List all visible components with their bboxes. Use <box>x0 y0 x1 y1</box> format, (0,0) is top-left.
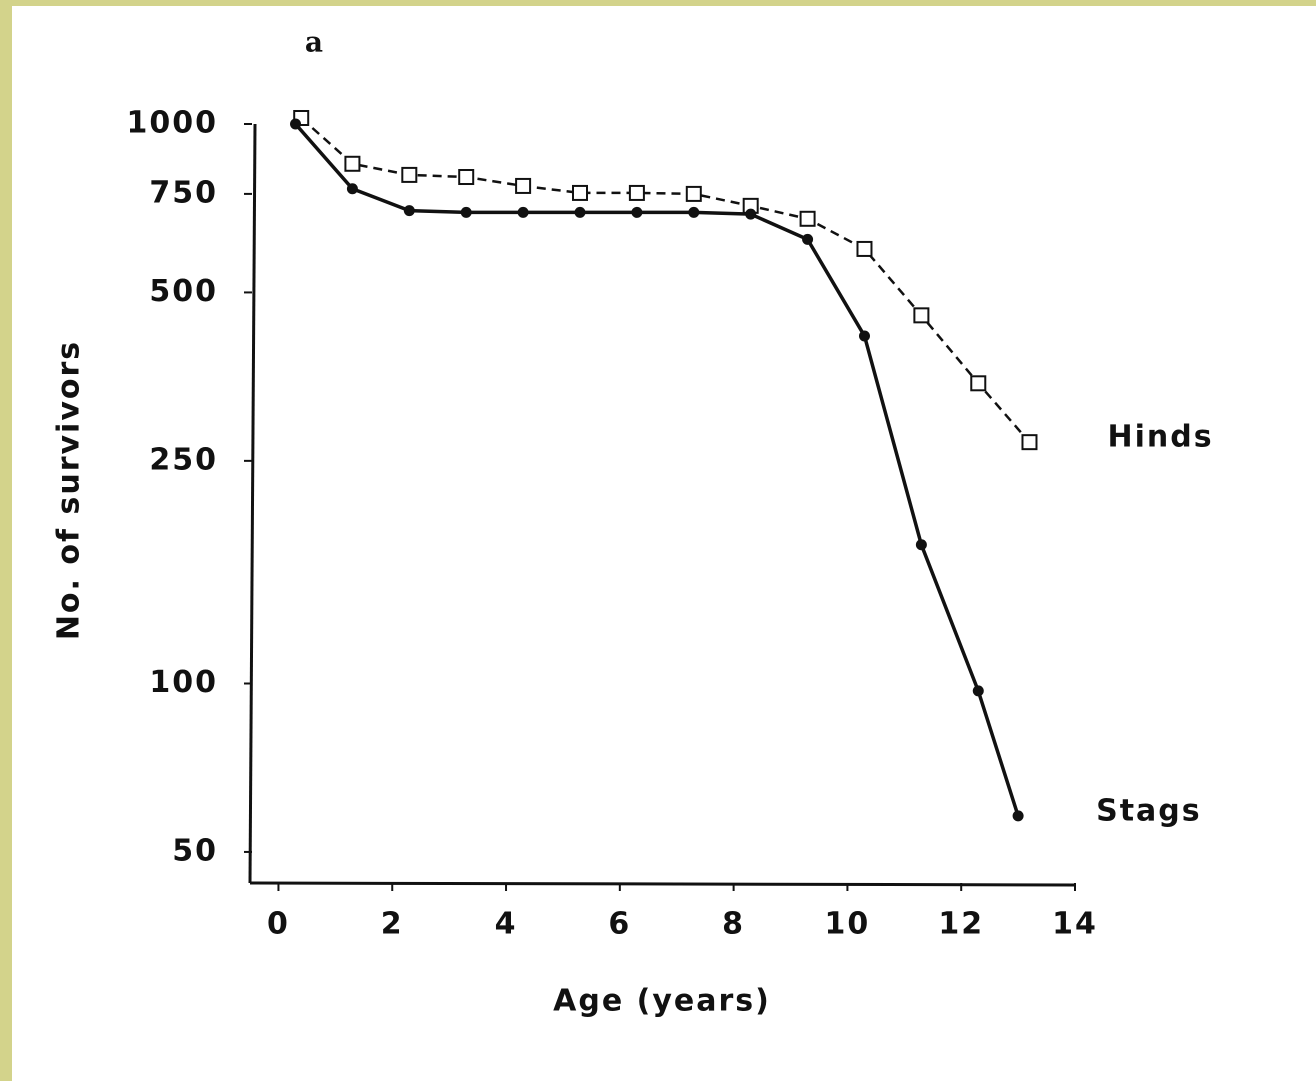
point <box>515 177 532 194</box>
point <box>972 685 984 697</box>
y-tick-label: 250 <box>149 442 218 477</box>
series-line <box>300 117 1031 443</box>
y-tick-label: 500 <box>149 274 218 309</box>
point <box>685 185 702 202</box>
x-tick-label: 4 <box>495 907 518 942</box>
point <box>915 539 927 551</box>
x-tick-label: 10 <box>825 907 871 942</box>
point <box>913 307 930 324</box>
point <box>858 330 870 342</box>
point <box>1021 434 1038 451</box>
x-tick-label: 2 <box>381 907 404 942</box>
y-tick-label: 50 <box>172 833 218 868</box>
point <box>572 184 588 201</box>
point <box>403 205 415 217</box>
x-tick-label: 6 <box>608 907 631 942</box>
point <box>290 118 302 130</box>
x-tick-label: 8 <box>722 907 745 942</box>
y-tick-label: 100 <box>149 665 218 700</box>
point <box>401 166 418 183</box>
x-axis-label: Age (years) <box>553 984 771 1019</box>
point <box>346 183 358 195</box>
point <box>574 206 586 218</box>
y-axis-label: No. of survivors <box>52 340 87 640</box>
y-tick-label: 1000 <box>127 106 219 141</box>
x-tick-label: 14 <box>1052 907 1098 942</box>
panel-label: a <box>305 26 323 59</box>
point <box>802 233 814 245</box>
panel-background <box>12 6 1316 1081</box>
point <box>344 155 361 172</box>
y-tick-label: 750 <box>149 175 218 210</box>
point <box>970 375 987 392</box>
point <box>628 184 645 201</box>
point <box>458 169 475 186</box>
series-line <box>294 122 1020 817</box>
x-axis <box>249 881 1076 887</box>
y-axis <box>248 123 257 884</box>
series-label: Hinds <box>1107 420 1213 455</box>
point <box>517 206 529 218</box>
point <box>745 208 757 220</box>
point <box>799 210 816 227</box>
point <box>460 206 472 218</box>
x-tick-label: 12 <box>938 907 984 942</box>
point <box>688 206 700 218</box>
x-tick-label: 0 <box>267 907 290 942</box>
point <box>1012 810 1024 822</box>
series-label: Stags <box>1096 793 1202 828</box>
point <box>856 240 873 257</box>
point <box>631 206 643 218</box>
